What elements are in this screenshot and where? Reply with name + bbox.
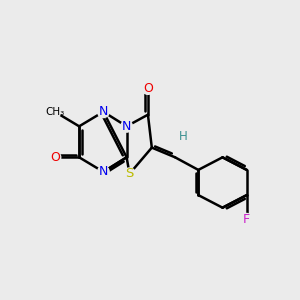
Text: N: N xyxy=(99,165,108,178)
Circle shape xyxy=(177,130,189,142)
Text: O: O xyxy=(143,82,153,95)
Circle shape xyxy=(124,168,135,180)
Circle shape xyxy=(142,83,154,94)
Text: S: S xyxy=(125,167,134,180)
Circle shape xyxy=(49,152,61,163)
Text: CH₃: CH₃ xyxy=(45,107,64,117)
Text: O: O xyxy=(50,151,60,164)
Text: F: F xyxy=(243,213,250,226)
Circle shape xyxy=(98,166,109,178)
Text: N: N xyxy=(122,120,131,133)
Text: H: H xyxy=(178,130,187,142)
Circle shape xyxy=(241,214,253,225)
Text: N: N xyxy=(99,105,108,118)
Circle shape xyxy=(121,121,132,132)
Circle shape xyxy=(98,106,109,118)
Circle shape xyxy=(49,106,61,118)
